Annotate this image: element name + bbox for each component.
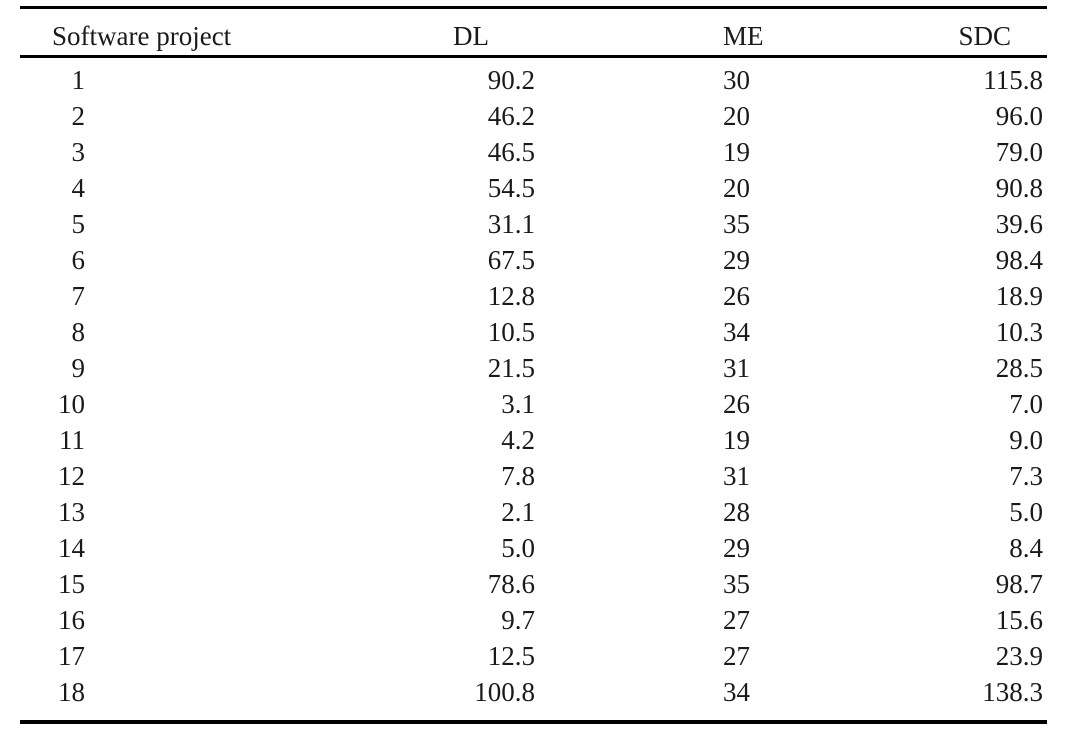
cell-dl: 90.2 (487, 64, 535, 95)
cell-software-project: 17 (58, 640, 85, 671)
cell-sdc: 8.4 (1009, 532, 1043, 563)
cell-dl: 12.8 (487, 280, 535, 311)
cell-dl: 5.0 (501, 532, 535, 563)
cell-software-project: 13 (58, 496, 85, 527)
table-row: 15 78.6 35 98.7 (20, 566, 1047, 602)
cell-me: 35 (723, 208, 750, 239)
cell-sdc: 39.6 (995, 208, 1043, 239)
table-row: 3 46.5 19 79.0 (20, 134, 1047, 170)
cell-dl: 78.6 (487, 568, 535, 599)
table-row: 11 4.2 19 9.0 (20, 422, 1047, 458)
cell-software-project: 11 (59, 424, 85, 455)
cell-dl: 12.5 (487, 640, 535, 671)
cell-me: 31 (723, 352, 750, 383)
cell-sdc: 98.7 (995, 568, 1043, 599)
cell-sdc: 28.5 (995, 352, 1043, 383)
cell-dl: 10.5 (487, 316, 535, 347)
cell-me: 34 (723, 316, 750, 347)
cell-dl: 21.5 (487, 352, 535, 383)
cell-dl: 2.1 (501, 496, 535, 527)
table-row: 4 54.5 20 90.8 (20, 170, 1047, 206)
cell-dl: 67.5 (487, 244, 535, 275)
software-projects-table: Software project DL ME SDC 1 90.2 30 115… (20, 6, 1047, 724)
cell-software-project: 18 (58, 676, 85, 707)
table-row: 7 12.8 26 18.9 (20, 278, 1047, 314)
cell-sdc: 90.8 (995, 172, 1043, 203)
column-header-me: ME (535, 7, 900, 58)
table-row: 8 10.5 34 10.3 (20, 314, 1047, 350)
table-row: 14 5.0 29 8.4 (20, 530, 1047, 566)
cell-software-project: 3 (71, 136, 86, 167)
cell-me: 34 (723, 676, 750, 707)
cell-software-project: 8 (71, 316, 86, 347)
cell-software-project: 12 (58, 460, 85, 491)
cell-software-project: 2 (71, 100, 86, 131)
cell-software-project: 1 (71, 64, 86, 95)
cell-me: 30 (723, 64, 750, 95)
cell-software-project: 9 (71, 352, 86, 383)
table-row: 17 12.5 27 23.9 (20, 638, 1047, 674)
table-row: 1 90.2 30 115.8 (20, 57, 1047, 99)
table-row: 5 31.1 35 39.6 (20, 206, 1047, 242)
cell-software-project: 7 (71, 280, 86, 311)
column-header-sdc: SDC (900, 7, 1047, 58)
cell-me: 19 (723, 424, 750, 455)
table-row: 10 3.1 26 7.0 (20, 386, 1047, 422)
cell-me: 26 (723, 388, 750, 419)
cell-me: 35 (723, 568, 750, 599)
cell-me: 28 (723, 496, 750, 527)
cell-software-project: 6 (71, 244, 86, 275)
table-row: 16 9.7 27 15.6 (20, 602, 1047, 638)
table-row: 9 21.5 31 28.5 (20, 350, 1047, 386)
cell-me: 29 (723, 532, 750, 563)
cell-dl: 100.8 (474, 676, 535, 707)
cell-dl: 31.1 (487, 208, 535, 239)
cell-software-project: 15 (58, 568, 85, 599)
cell-me: 29 (723, 244, 750, 275)
cell-sdc: 5.0 (1009, 496, 1043, 527)
cell-sdc: 23.9 (995, 640, 1043, 671)
cell-sdc: 98.4 (995, 244, 1043, 275)
header-row: Software project DL ME SDC (20, 7, 1047, 58)
cell-dl: 9.7 (501, 604, 535, 635)
table-body: 1 90.2 30 115.8 2 46.2 20 96.0 3 46.5 19… (20, 57, 1047, 723)
cell-software-project: 14 (58, 532, 85, 563)
cell-dl: 7.8 (501, 460, 535, 491)
cell-dl: 46.5 (487, 136, 535, 167)
cell-me: 20 (723, 100, 750, 131)
cell-dl: 4.2 (501, 424, 535, 455)
cell-sdc: 138.3 (982, 676, 1043, 707)
cell-sdc: 96.0 (995, 100, 1043, 131)
cell-me: 31 (723, 460, 750, 491)
cell-dl: 46.2 (487, 100, 535, 131)
cell-software-project: 5 (71, 208, 86, 239)
table-row: 2 46.2 20 96.0 (20, 98, 1047, 134)
table-row: 18 100.8 34 138.3 (20, 674, 1047, 722)
cell-sdc: 115.8 (983, 64, 1043, 95)
cell-software-project: 4 (71, 172, 86, 203)
cell-sdc: 7.3 (1009, 460, 1043, 491)
cell-sdc: 10.3 (995, 316, 1043, 347)
cell-software-project: 16 (58, 604, 85, 635)
table-header: Software project DL ME SDC (20, 7, 1047, 58)
table-row: 13 2.1 28 5.0 (20, 494, 1047, 530)
cell-sdc: 18.9 (995, 280, 1043, 311)
cell-me: 20 (723, 172, 750, 203)
column-header-software-project: Software project (20, 7, 231, 58)
cell-me: 27 (723, 604, 750, 635)
cell-sdc: 79.0 (995, 136, 1043, 167)
cell-software-project: 10 (58, 388, 85, 419)
table-row: 12 7.8 31 7.3 (20, 458, 1047, 494)
column-header-dl: DL (85, 7, 535, 58)
cell-sdc: 7.0 (1009, 388, 1043, 419)
cell-dl: 3.1 (501, 388, 535, 419)
cell-sdc: 15.6 (995, 604, 1043, 635)
table-row: 6 67.5 29 98.4 (20, 242, 1047, 278)
cell-me: 26 (723, 280, 750, 311)
cell-me: 27 (723, 640, 750, 671)
cell-me: 19 (723, 136, 750, 167)
cell-dl: 54.5 (487, 172, 535, 203)
cell-sdc: 9.0 (1009, 424, 1043, 455)
